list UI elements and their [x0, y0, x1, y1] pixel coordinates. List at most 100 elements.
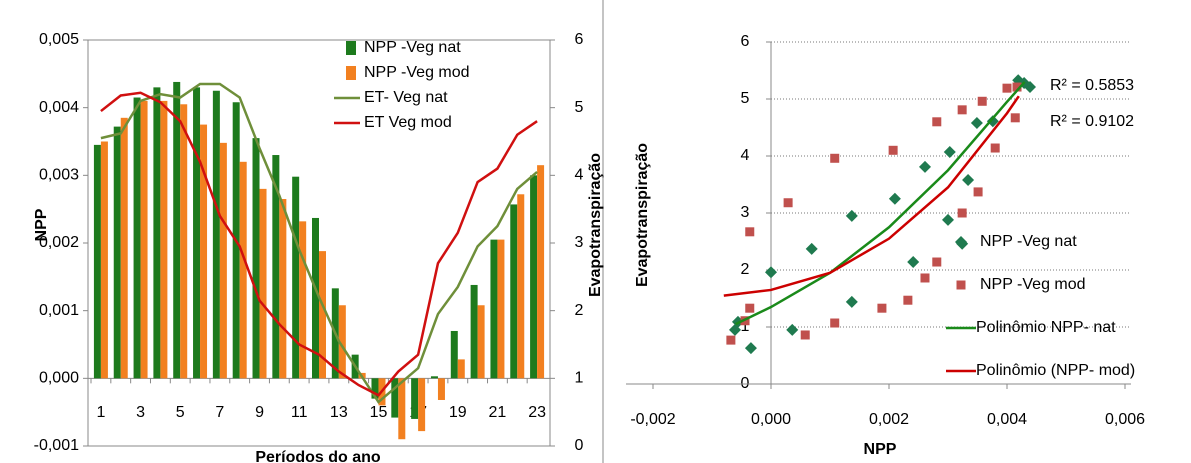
x-tick-label: 23	[528, 404, 546, 421]
bar	[212, 90, 220, 379]
point	[845, 295, 858, 308]
bar	[437, 378, 445, 400]
y2-tick-label: 0	[575, 437, 584, 454]
y2-tick-label: 1	[575, 370, 584, 387]
bar	[530, 175, 538, 379]
point	[957, 208, 967, 218]
x-tick-label: 9	[255, 404, 264, 421]
point	[973, 187, 983, 197]
point	[744, 342, 757, 355]
x-tick-label: 3	[136, 404, 145, 421]
y-tick-label: 2	[741, 261, 750, 278]
bar	[457, 359, 465, 379]
x-tick-label: -0,002	[630, 411, 675, 428]
bar	[497, 239, 505, 379]
y2-tick-label: 6	[575, 31, 584, 48]
bar	[391, 378, 399, 418]
point	[1024, 81, 1037, 94]
x-tick-label: 19	[449, 404, 467, 421]
y-tick-label: 3	[741, 204, 750, 221]
bar	[450, 330, 458, 379]
legend-label: ET Veg mod	[364, 114, 452, 131]
point	[918, 160, 931, 173]
annotation: R² = 0.9102	[1050, 113, 1134, 130]
annotation: R² = 0.5853	[1050, 77, 1134, 94]
bar	[371, 378, 379, 399]
bar	[140, 100, 148, 379]
y2-tick-label: 4	[575, 167, 584, 184]
point	[932, 117, 942, 127]
trend-line	[723, 95, 1020, 297]
point	[907, 256, 920, 269]
bar	[259, 188, 267, 379]
bar	[411, 378, 419, 419]
point	[877, 303, 887, 313]
y-tick-label: 0,001	[39, 302, 79, 319]
bar	[133, 97, 141, 379]
x-tick-label: 5	[176, 404, 185, 421]
x-tick-label: 0,002	[869, 411, 909, 428]
point	[888, 145, 898, 155]
legend-swatch	[346, 41, 356, 55]
legend-swatch	[955, 236, 967, 248]
bar	[537, 165, 545, 379]
y2-tick-label: 5	[575, 99, 584, 116]
bar	[93, 144, 101, 379]
y-tick-label: 6	[741, 33, 750, 50]
bar	[279, 199, 287, 379]
point	[977, 96, 987, 106]
y-tick-label: 1	[741, 318, 750, 335]
x-tick-label: 21	[489, 404, 507, 421]
point	[786, 323, 799, 336]
y-tick-label: 4	[741, 147, 750, 164]
y-axis-title: Evapotranspiração	[634, 143, 651, 287]
point	[726, 335, 736, 345]
x-tick-label: 13	[330, 404, 348, 421]
legend-label: NPP -Veg mod	[980, 276, 1086, 293]
bar	[193, 87, 201, 379]
x-tick-label: 0,000	[751, 411, 791, 428]
bar	[398, 378, 406, 440]
y-tick-label: 0,003	[39, 167, 79, 184]
y-tick-label: -0,001	[34, 437, 79, 454]
bar	[470, 284, 478, 379]
x-axis-title: Períodos do ano	[255, 449, 381, 463]
bar	[319, 251, 326, 379]
y-tick-label: 0,004	[39, 99, 79, 116]
point	[1012, 82, 1022, 92]
legend-label: NPP -Veg mod	[364, 64, 470, 81]
point	[783, 198, 793, 208]
bar	[338, 305, 346, 379]
bar	[120, 117, 128, 379]
y2-axis-title: Evapotranspiração	[587, 153, 604, 297]
point	[962, 173, 975, 186]
x-tick-label: 0,006	[1105, 411, 1145, 428]
bar	[517, 194, 525, 379]
bar	[113, 126, 121, 379]
point	[765, 266, 777, 279]
point	[800, 330, 810, 340]
bar	[100, 141, 108, 379]
point	[805, 242, 818, 255]
y-tick-label: 0,000	[39, 370, 79, 387]
x-tick-label: 0,004	[987, 411, 1027, 428]
bar	[200, 124, 208, 379]
x-tick-label: 1	[96, 404, 105, 421]
legend-label: Polinômio NPP- nat	[976, 319, 1116, 336]
point	[888, 192, 901, 205]
point	[745, 303, 755, 313]
line	[100, 91, 538, 397]
point	[943, 146, 956, 159]
line	[100, 82, 538, 404]
point	[903, 295, 913, 305]
y2-tick-label: 2	[575, 302, 584, 319]
point	[932, 257, 942, 267]
bar	[219, 142, 227, 379]
point	[942, 213, 954, 226]
x-tick-label: 7	[215, 404, 224, 421]
y2-tick-label: 3	[575, 234, 584, 251]
point	[970, 116, 983, 129]
bar	[272, 155, 280, 379]
point	[990, 143, 1000, 153]
